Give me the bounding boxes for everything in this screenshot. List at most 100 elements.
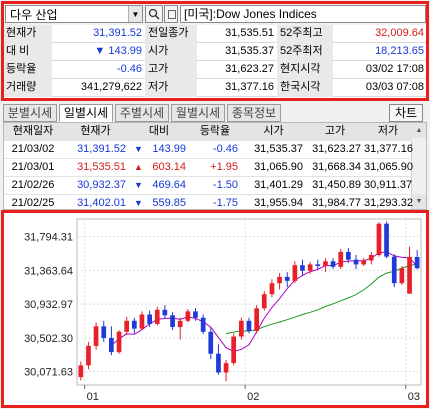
cell-percent: -1.50 <box>212 179 238 191</box>
tab-3[interactable]: 주별시세 <box>115 104 169 122</box>
candlestick-chart: 31,794.31 31,363.64 30,932.97 30,502.30 30,0… <box>24 218 422 403</box>
quote-label: 거래량 <box>3 79 52 97</box>
candle-body <box>154 309 160 324</box>
candle-body <box>269 283 275 295</box>
x-tick-label: 01 <box>87 391 99 403</box>
moving-average-short-line <box>111 251 418 353</box>
cell-close: 31,402.01 <box>77 197 126 209</box>
cell-date: 21/02/26 <box>11 179 55 191</box>
scroll-down-icon[interactable]: ▼ <box>412 194 426 209</box>
cell-low: 30,911.37 <box>364 179 413 191</box>
quote-value: 03/02 17:08 <box>365 63 424 75</box>
quote-value: 31,623.27 <box>225 63 274 75</box>
y-tick-label: 30,502.30 <box>24 333 73 345</box>
chevron-down-icon[interactable]: ▼ <box>128 6 142 22</box>
cell-close: 30,932.37 <box>77 179 126 191</box>
triangle-up-icon: ▲ <box>134 162 143 172</box>
triangle-down-icon: ▼ <box>134 144 143 154</box>
quote-label: 대 비 <box>3 43 52 61</box>
column-header[interactable]: 현재가 <box>80 125 111 137</box>
candle-body <box>384 223 389 257</box>
table-scrollbar[interactable]: ▲ ▼ <box>411 123 426 209</box>
index-name-field: [미국]:Dow Jones Indices <box>180 5 426 23</box>
candle-body <box>261 294 267 309</box>
quote-label: 등락율 <box>3 61 52 79</box>
candle-body <box>239 320 244 337</box>
candle-body <box>338 251 344 267</box>
calendar-button[interactable] <box>164 5 178 23</box>
search-button[interactable] <box>145 5 163 23</box>
search-icon <box>148 8 160 20</box>
cell-change: ▼ 469.64 <box>129 177 189 195</box>
index-select-value: 다우 산업 <box>10 7 58 22</box>
candle-body <box>292 265 298 281</box>
cell-high: 31,450.89 <box>312 179 361 191</box>
column-header[interactable]: 고가 <box>324 125 346 137</box>
column-header[interactable]: 저가 <box>377 125 399 137</box>
price-chart[interactable]: 31,794.31 31,363.64 30,932.97 30,502.30 30,0… <box>3 213 427 407</box>
candle-body <box>330 261 336 267</box>
tab-5[interactable]: 종목정보 <box>227 104 281 122</box>
cell-high: 31,623.27 <box>312 143 361 155</box>
tab-1[interactable]: 분별시세 <box>3 104 57 122</box>
candle-body <box>300 265 305 271</box>
quote-label: 저가 <box>145 79 197 97</box>
candle-body <box>147 314 152 324</box>
candle-body <box>200 317 206 332</box>
cell-open: 31,065.90 <box>254 161 303 173</box>
candle-body <box>101 326 107 338</box>
candle-body <box>185 311 191 321</box>
table-row[interactable]: 21/02/26 30,932.37 ▼ 469.64 -1.50 31,401.29 31… <box>4 177 412 195</box>
quote-value: 31,391.52 <box>93 27 142 39</box>
quote-label: 전일종가 <box>145 25 197 43</box>
table-row[interactable]: 21/03/01 31,535.51 ▲ 603.14 +1.95 31,065.90 31… <box>4 159 413 177</box>
triangle-down-icon: ▼ <box>134 198 143 208</box>
column-header[interactable]: 현재일자 <box>12 125 54 137</box>
chart-button[interactable]: 차트 <box>389 104 423 122</box>
scroll-up-icon[interactable]: ▲ <box>412 123 426 138</box>
quote-value: 18,213.65 <box>375 45 424 57</box>
quote-value: 341,279,622 <box>80 81 142 93</box>
candle-body <box>254 308 259 331</box>
table-row[interactable]: 21/03/02 31,391.52 ▼ 143.99 -0.46 31,535.37 31… <box>4 141 413 159</box>
candle-body <box>284 276 290 281</box>
table-row[interactable]: 21/02/25 31,402.01 ▼ 559.85 -1.75 31,955.94 31… <box>4 195 413 209</box>
quote-label: 시가 <box>145 43 197 61</box>
candle-body <box>323 261 328 266</box>
column-header[interactable]: 시가 <box>263 125 284 137</box>
quote-value: -0.46 <box>116 63 142 75</box>
candle-body <box>162 309 168 316</box>
candle-body <box>124 320 129 332</box>
candle-body <box>361 260 366 265</box>
quote-row: 대 비 ▼ 143.99 시가 31,535.37 52주최저 18,213.65 <box>3 43 427 61</box>
y-tick-label: 31,794.31 <box>24 232 73 244</box>
quote-value: 32,009.64 <box>375 27 424 39</box>
candle-body <box>216 353 221 373</box>
column-header[interactable]: 등락율 <box>199 125 231 137</box>
cell-percent: -1.75 <box>212 197 238 209</box>
cell-change: ▲ 603.14 <box>129 159 189 177</box>
candle-body <box>346 251 351 260</box>
tab-2[interactable]: 일별시세 <box>59 104 113 122</box>
candle-body <box>139 314 145 329</box>
quote-value: 31,535.51 <box>225 27 274 39</box>
change-value: 469.64 <box>152 179 186 191</box>
candle-body <box>376 223 382 255</box>
candle-body <box>368 255 374 261</box>
candle-body <box>391 256 397 284</box>
candle-body <box>177 320 183 328</box>
cell-open: 31,535.37 <box>254 143 303 155</box>
candle-body <box>353 259 359 265</box>
quote-value: 31,535.37 <box>225 45 274 57</box>
tab-4[interactable]: 월별시세 <box>171 104 225 122</box>
candle-body <box>170 315 175 327</box>
change-value: 559.85 <box>152 197 186 209</box>
cell-date: 21/03/01 <box>11 161 55 173</box>
index-select[interactable]: 다우 산업 ▼ <box>5 5 143 23</box>
cell-close: 31,391.52 <box>77 143 126 155</box>
cell-percent: +1.95 <box>210 161 238 173</box>
column-header[interactable]: 대비 <box>148 125 170 137</box>
candle-body <box>407 256 412 294</box>
cell-open: 31,955.94 <box>254 197 303 209</box>
quote-value: 03/03 07:08 <box>365 81 424 93</box>
